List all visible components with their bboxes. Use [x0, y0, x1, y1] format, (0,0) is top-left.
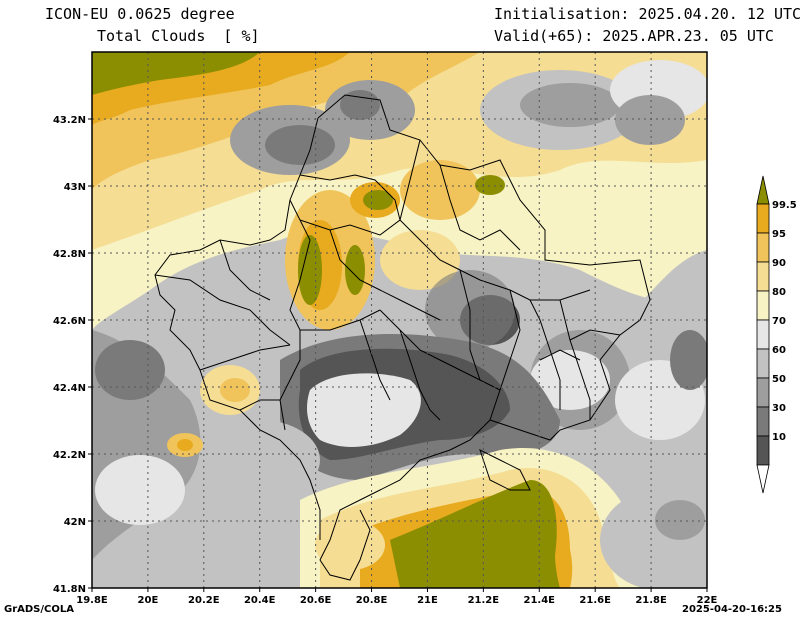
- colorbar-swatch: [756, 290, 770, 321]
- timestamp-label: 2025-04-20-16:25: [682, 604, 782, 615]
- model-title: ICON-EU 0.0625 degree: [45, 5, 235, 23]
- lat-tick-label: 42N: [64, 517, 86, 528]
- lat-axis-labels: 43.2N 43N 42.8N 42.6N 42.4N 42.2N 42N 41.8N: [53, 115, 86, 595]
- colorbar-swatch: [756, 377, 770, 408]
- colorbar-swatch: [756, 203, 770, 234]
- colorbar-label: 30: [772, 403, 786, 414]
- variable-title: Total Clouds [ %]: [97, 27, 260, 45]
- lon-tick-label: 22E: [697, 595, 718, 606]
- lat-tick-label: 42.6N: [53, 316, 86, 327]
- lat-tick-label: 43.2N: [53, 115, 86, 126]
- colorbar-swatch: [756, 319, 770, 350]
- lon-tick-label: 21.6E: [579, 595, 611, 606]
- colorbar-label: 70: [772, 316, 786, 327]
- colorbar-label: 50: [772, 374, 786, 385]
- lon-tick-label: 21.8E: [635, 595, 667, 606]
- valid-time: Valid(+65): 2025.APR.23. 05 UTC: [494, 27, 774, 45]
- colorbar-top-arrow: [756, 175, 770, 205]
- lon-tick-label: 21E: [417, 595, 438, 606]
- colorbar-swatch: [756, 406, 770, 437]
- lon-tick-label: 20.4E: [244, 595, 276, 606]
- cloud-field: [92, 52, 707, 588]
- lat-lon-grid: [92, 52, 707, 588]
- colorbar-swatch: [756, 348, 770, 379]
- lon-tick-label: 21.2E: [468, 595, 500, 606]
- colorbar-label: 95: [772, 229, 786, 240]
- lat-tick-label: 42.8N: [53, 249, 86, 260]
- colorbar-swatch: [756, 261, 770, 292]
- colorbar-label: 80: [772, 287, 786, 298]
- colorbar-label: 10: [772, 432, 786, 443]
- colorbar-swatch: [756, 435, 770, 466]
- colorbar-label: 90: [772, 258, 786, 269]
- colorbar-label: 99.5: [772, 200, 797, 211]
- colorbar-legend: 99.5 95 90 80 70 60 50 30 10: [756, 175, 797, 494]
- lat-tick-label: 41.8N: [53, 584, 86, 595]
- lon-tick-label: 20.8E: [356, 595, 388, 606]
- lon-tick-label: 20.6E: [300, 595, 332, 606]
- lon-tick-label: 21.4E: [524, 595, 556, 606]
- lat-tick-label: 43N: [64, 182, 86, 193]
- colorbar-swatch: [756, 232, 770, 263]
- lon-axis-labels: 19.8E 20E 20.2E 20.4E 20.6E 20.8E 21E 21.2E 21.4…: [76, 595, 717, 606]
- lat-tick-label: 42.2N: [53, 450, 86, 461]
- colorbar-bottom-arrow: [756, 464, 770, 494]
- lon-tick-label: 19.8E: [76, 595, 108, 606]
- border-lines: [154, 94, 651, 581]
- colorbar-label: 60: [772, 345, 786, 356]
- credit-label: GrADS/COLA: [4, 604, 74, 615]
- lat-tick-label: 42.4N: [53, 383, 86, 394]
- lon-tick-label: 20E: [138, 595, 159, 606]
- lon-tick-label: 20.2E: [188, 595, 220, 606]
- axis-ticks: [88, 118, 708, 592]
- init-time: Initialisation: 2025.04.20. 12 UTC: [494, 5, 800, 23]
